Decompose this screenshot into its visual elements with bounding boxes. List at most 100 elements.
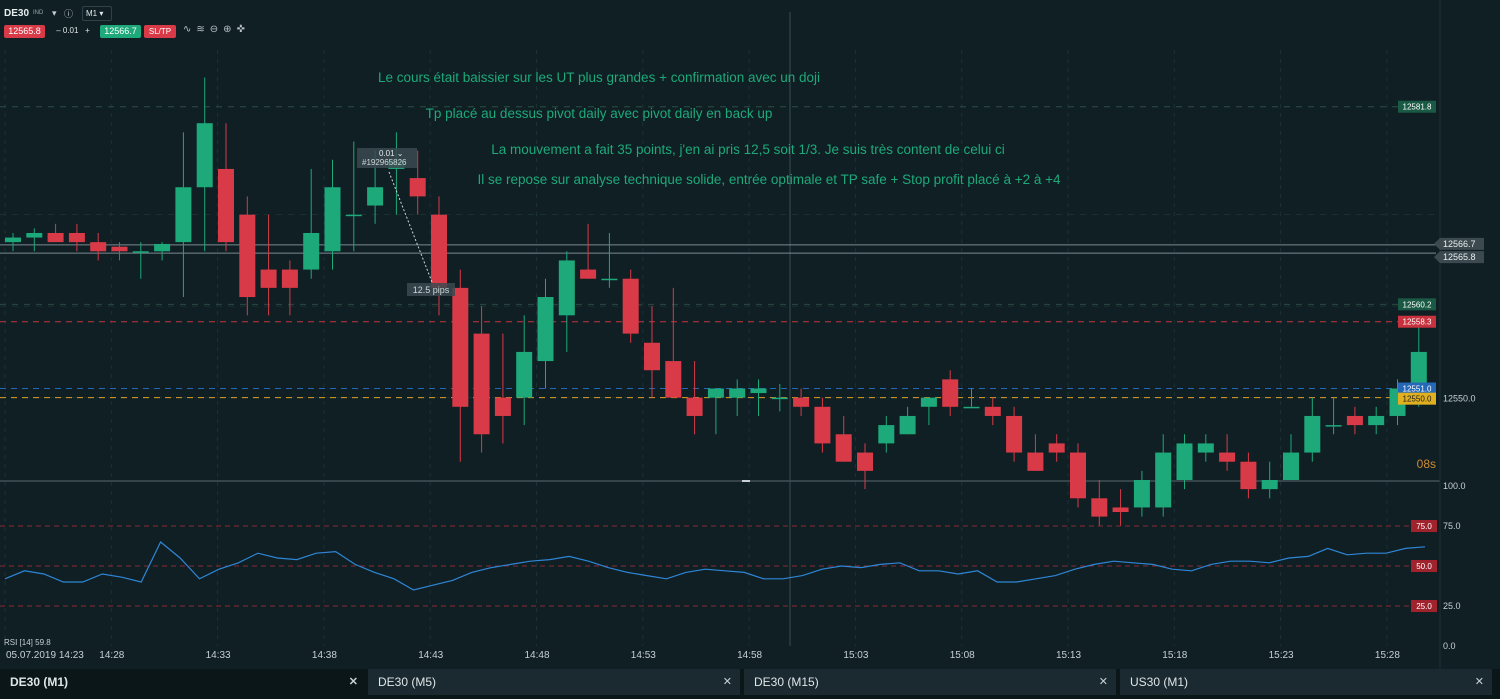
candle (601, 232, 618, 288)
trading-chart[interactable]: RSI [14] 59.8 100.0 75.0 25.0 0.0 75.0 50.0 25.… (0, 0, 1500, 669)
candle-body (1368, 415, 1385, 426)
price-tag-label: 12558.3 (1403, 318, 1432, 327)
candle (68, 223, 85, 252)
candle-body (537, 297, 554, 362)
candle (857, 443, 873, 490)
candle (281, 260, 298, 316)
price-tag-label: 12551.0 (1403, 385, 1432, 394)
quantity-stepper[interactable]: – 0.01 + (48, 24, 98, 38)
quantity-value[interactable]: 0.01 (62, 26, 79, 35)
candle-body (1133, 480, 1150, 508)
chart-toolbar: DE30 IND ▾ ⓘ M1 ▾ 12565.8 – 0.01 + 12566… (0, 0, 300, 44)
rsi-label: RSI [14] 59.8 (4, 638, 51, 647)
panel-splitter-handle (742, 480, 750, 482)
minus-icon[interactable]: – (56, 26, 61, 35)
tab-de30-m5[interactable]: DE30 (M5) ✕ (368, 669, 740, 695)
info-icon[interactable]: ⓘ (64, 9, 74, 19)
price-tag (1398, 315, 1436, 328)
candle (793, 388, 810, 416)
candle (1240, 452, 1257, 499)
x-axis: 05.07.2019 14:23 14:28 14:33 14:38 14:43 14:4… (6, 650, 1400, 661)
candle (984, 397, 1001, 426)
candle (1155, 434, 1172, 517)
candle-body (1006, 415, 1023, 453)
candle (196, 77, 213, 252)
candle (835, 415, 852, 462)
candle-body (1155, 452, 1172, 508)
candle-body (303, 232, 320, 270)
line-chart-icon[interactable]: ∿ (183, 24, 197, 35)
zoom-out-icon[interactable]: ⊖ (209, 24, 224, 35)
tab-de30-m15[interactable]: DE30 (M15) ✕ (744, 669, 1116, 695)
rsi-line (4, 541, 1426, 591)
countdown-timer: 08s (1417, 457, 1436, 471)
zoom-in-icon[interactable]: ⊕ (223, 24, 237, 35)
close-icon[interactable]: ✕ (722, 676, 732, 688)
symbol-type: IND (33, 10, 44, 16)
candle (132, 242, 149, 279)
candle (1176, 434, 1193, 490)
candle-body (409, 178, 426, 197)
candle (154, 242, 171, 261)
candle (1261, 461, 1278, 499)
x-tick-label: 14:33 (206, 650, 231, 661)
price-tag (1398, 382, 1436, 395)
candle-body (1070, 452, 1086, 499)
candle (1219, 434, 1236, 471)
plus-icon[interactable]: + (85, 26, 90, 35)
close-icon[interactable]: ✕ (1474, 676, 1484, 688)
order-qty: 0.01 ⌄ (379, 149, 404, 158)
buy-button[interactable]: 12566.7 (100, 25, 141, 38)
candle-body (1027, 452, 1044, 471)
timeframe-label: M1 (86, 9, 98, 18)
price-tag (1398, 298, 1436, 311)
candle-body (1197, 443, 1214, 453)
price-tag-label: 12560.2 (1403, 300, 1432, 309)
candle-body (707, 388, 724, 398)
candle-body (878, 425, 895, 444)
candle (409, 150, 426, 215)
candle-body (1346, 415, 1363, 426)
x-tick-label: 14:48 (525, 650, 550, 661)
candle (665, 287, 682, 398)
candle (218, 123, 234, 252)
candle-body (1112, 507, 1129, 513)
tab-label: DE30 (M15) (754, 675, 819, 689)
candle-body (686, 397, 703, 416)
candle (1197, 434, 1214, 462)
candle (1325, 397, 1342, 435)
candle (473, 306, 490, 453)
crosshair-icon[interactable]: ✜ (236, 24, 250, 35)
sell-button[interactable]: 12565.8 (4, 25, 45, 38)
x-tick-label: 14:38 (312, 650, 337, 661)
candle-body (942, 379, 959, 407)
chart-background (0, 0, 1500, 669)
candle (750, 379, 767, 416)
sltp-button[interactable]: SL/TP (144, 25, 176, 38)
indicators-icon[interactable]: ≋ (196, 24, 210, 35)
annotation-text: Tp placé au dessus pivot daily avec pivo… (426, 106, 773, 121)
candle-body (771, 397, 788, 400)
tab-de30-m1[interactable]: DE30 (M1) ✕ (0, 669, 366, 695)
close-icon[interactable]: ✕ (1098, 676, 1108, 688)
candle (558, 251, 575, 352)
candle-body (665, 361, 682, 398)
candle-body (1219, 452, 1236, 462)
candle-body (1091, 498, 1108, 517)
tab-us30-m1[interactable]: US30 (M1) ✕ (1120, 669, 1492, 695)
close-icon[interactable]: ✕ (348, 676, 358, 688)
candle (1346, 406, 1363, 435)
candle-body (1283, 452, 1299, 480)
candle (707, 388, 724, 435)
candle-body (175, 187, 192, 243)
candle (1133, 470, 1150, 517)
symbol-name[interactable]: DE30 (4, 8, 30, 19)
candle-body (47, 232, 64, 243)
candle-body (984, 406, 1001, 416)
candle-body (239, 214, 256, 298)
tab-label: US30 (M1) (1130, 675, 1189, 689)
chevron-down-icon[interactable]: ▾ (52, 8, 57, 18)
candle-body (345, 214, 362, 217)
candle-body (1176, 443, 1193, 480)
timeframe-select[interactable]: M1 ▾ (82, 6, 112, 21)
